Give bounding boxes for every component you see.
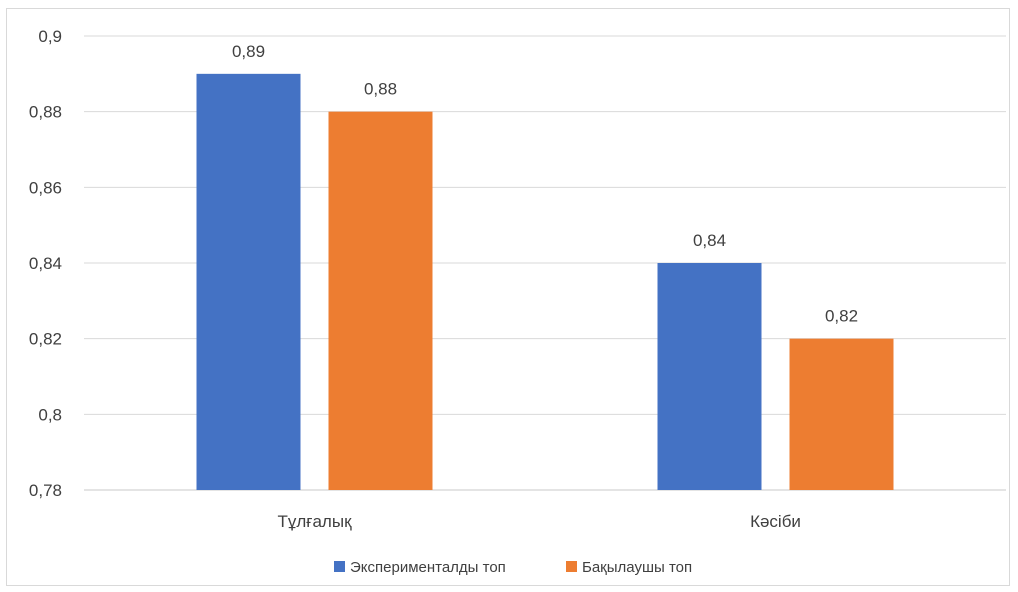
y-tick-label: 0,86 [29, 178, 62, 197]
legend-label: Экспериментал­ды топ [350, 559, 506, 576]
data-label: 0,82 [825, 307, 858, 326]
legend-swatch [566, 561, 577, 572]
bar-control [328, 111, 433, 491]
y-tick-label: 0,84 [29, 254, 62, 273]
chart-frame [6, 8, 1010, 586]
y-tick-label: 0,78 [29, 481, 62, 500]
x-tick-label: Тұлғалық [277, 512, 352, 531]
y-tick-label: 0,9 [38, 27, 62, 46]
y-tick-label: 0,88 [29, 103, 62, 122]
data-label: 0,84 [693, 231, 726, 250]
data-label: 0,89 [232, 42, 265, 61]
bar-control [789, 338, 894, 490]
y-tick-label: 0,8 [38, 405, 62, 424]
bar-experimental [196, 73, 301, 490]
legend-label: Бақылаушы топ [582, 559, 692, 576]
bar-experimental [657, 263, 762, 490]
x-tick-label: Кәсіби [750, 512, 801, 531]
legend-swatch [334, 561, 345, 572]
y-tick-label: 0,82 [29, 330, 62, 349]
data-label: 0,88 [364, 80, 397, 99]
